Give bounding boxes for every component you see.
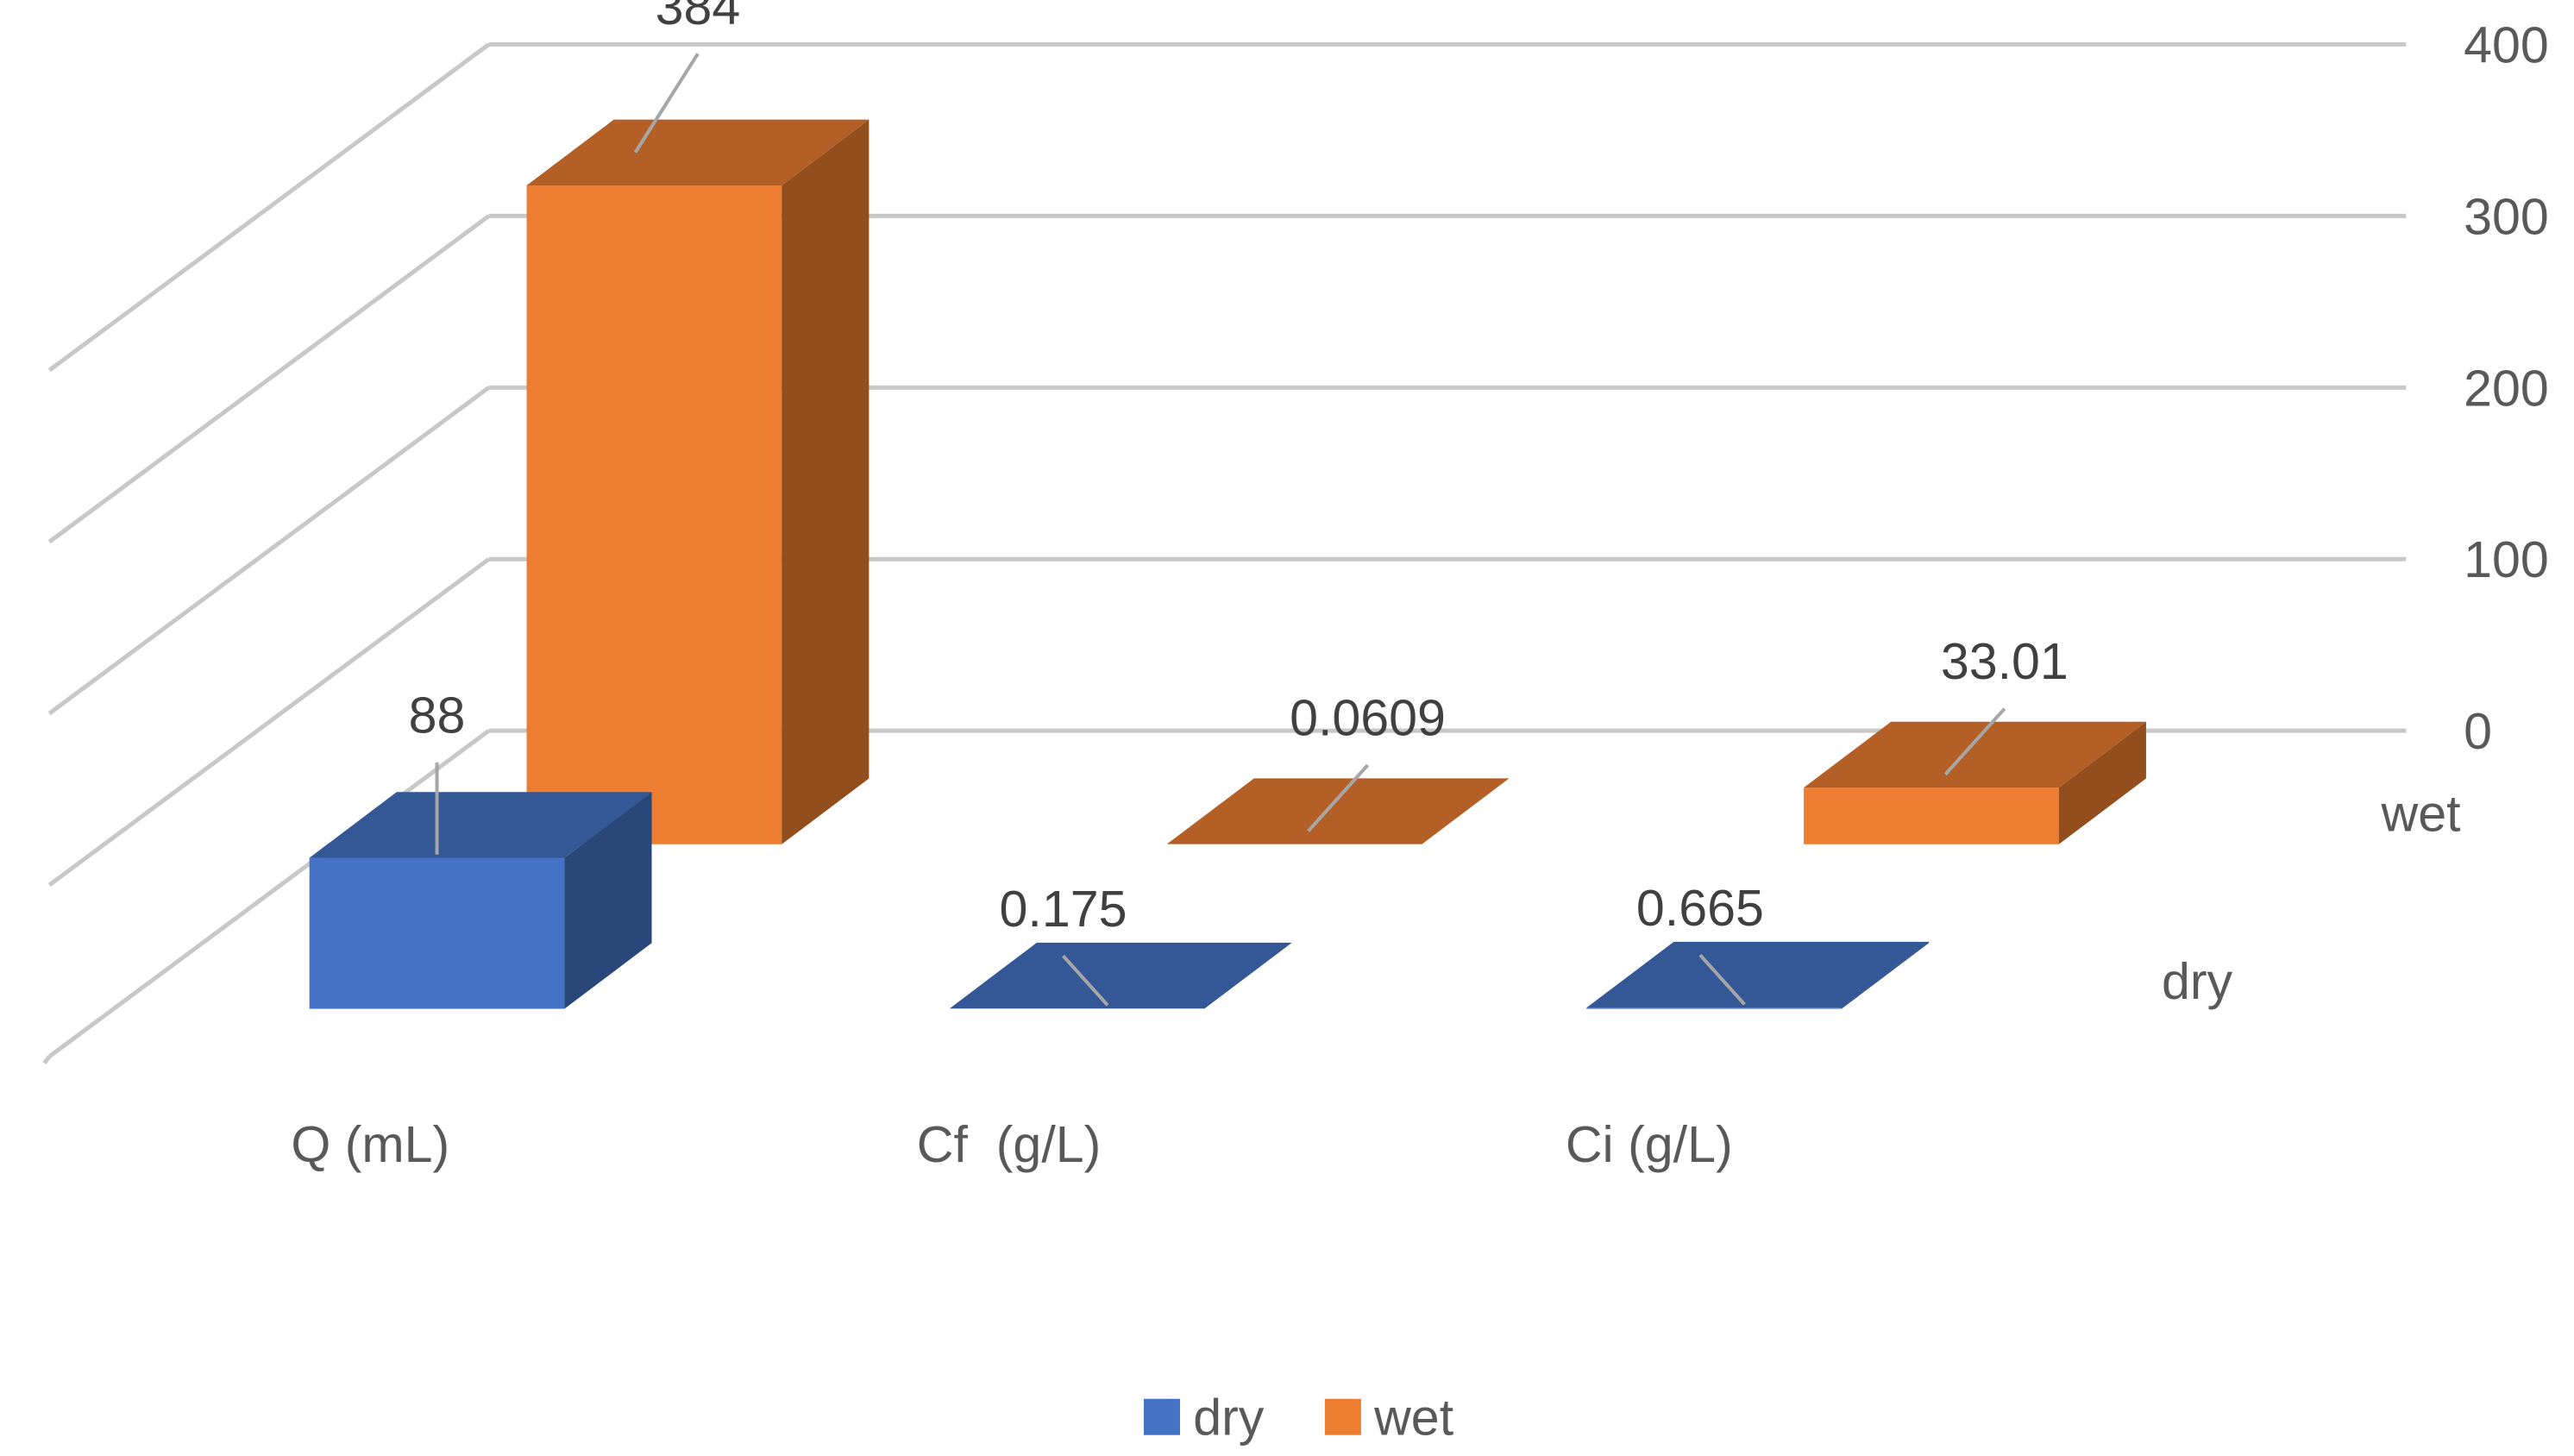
data-label-wet-2: 33.01 (1941, 632, 2069, 690)
bar-wet-2-top (1804, 721, 2146, 788)
x-axis: Q (mL) Cf (g/L) Ci (g/L) (291, 1115, 1732, 1173)
side-gridline-0 (47, 729, 491, 1058)
depth-label-dry: dry (2162, 952, 2233, 1010)
y-axis: 0 100 200 300 400 (2464, 16, 2549, 761)
bar-dry-0 (309, 792, 652, 1009)
bar-wet-1 (1166, 778, 1510, 844)
bar-wet-0-front (526, 185, 782, 844)
bar-wet-2-front (1804, 788, 2059, 844)
data-label-dry-1: 0.175 (1000, 880, 1127, 938)
bar-dry-2-side (1841, 941, 1930, 1009)
bar-wet-0-top (526, 119, 870, 185)
side-gridline-2 (47, 386, 491, 716)
leader-line-wet-0 (633, 53, 700, 154)
data-label-wet-0: 384 (656, 0, 741, 35)
data-label-wet-1: 0.0609 (1290, 689, 1446, 747)
legend: dry wet (1144, 1389, 1453, 1447)
x-tick-label-0: Q (mL) (291, 1115, 449, 1173)
y-tick-label-4: 400 (2464, 16, 2549, 74)
x-tick-label-2: Ci (g/L) (1566, 1115, 1733, 1173)
bar-dry-2-top (1586, 941, 1930, 1008)
legend-label-dry: dry (1193, 1389, 1265, 1447)
side-gridline-3 (47, 214, 491, 544)
side-gridline-4 (47, 42, 491, 373)
bar-wet-1-top (1166, 778, 1510, 844)
y-tick-label-1: 100 (2464, 530, 2549, 588)
leader-line-wet-1 (1307, 763, 1369, 832)
data-label-dry-0: 88 (409, 687, 466, 744)
y-tick-label-3: 300 (2464, 187, 2549, 245)
bar-wet-0-side (782, 119, 870, 844)
bar-wet-2-side (2058, 721, 2146, 844)
bar-dry-1-top (949, 942, 1292, 1009)
depth-label-wet: wet (2381, 785, 2461, 843)
side-gridline-1 (47, 557, 491, 887)
bar-dry-1 (949, 942, 1292, 1009)
leader-line-dry-1 (1062, 954, 1109, 1007)
bar-dry-0-front (309, 857, 565, 1009)
y-tick-label-0: 0 (2464, 702, 2492, 760)
legend-swatch-wet (1324, 1398, 1361, 1435)
y-tick-label-2: 200 (2464, 359, 2549, 417)
floor-edge (42, 1055, 52, 1065)
data-label-dry-2: 0.665 (1636, 879, 1764, 937)
bar-dry-0-side (564, 792, 652, 1009)
legend-swatch-dry (1144, 1398, 1180, 1435)
bar-dry-2-front (1586, 1007, 1842, 1009)
wet-series (526, 119, 2146, 844)
x-tick-label-1: Cf (g/L) (917, 1115, 1102, 1173)
bar-dry-0-top (309, 792, 652, 858)
depth-axis: wet dry (2162, 785, 2461, 1011)
dry-series (309, 792, 1930, 1009)
data-labels: 88 0.175 0.665 384 0.0609 33.01 (409, 0, 2069, 1007)
bar-wet-0 (526, 119, 870, 844)
bar-wet-2 (1804, 721, 2146, 844)
bar-dry-2 (1586, 941, 1930, 1009)
leader-line-dry-2 (1698, 953, 1746, 1006)
legend-label-wet: wet (1373, 1389, 1453, 1447)
leader-line-wet-2 (1943, 707, 2006, 776)
